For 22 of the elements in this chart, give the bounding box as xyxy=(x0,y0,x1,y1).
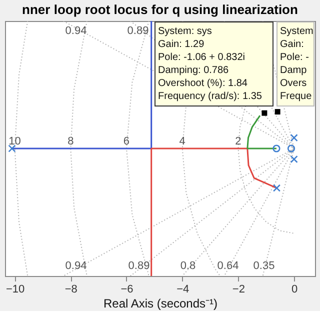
x-tick-label: −2 xyxy=(232,284,245,296)
annotation: 10 xyxy=(8,136,21,148)
annotation: 0.94 xyxy=(65,260,87,272)
annotation: 0.35 xyxy=(253,260,275,272)
annotation: 0.8 xyxy=(180,260,196,272)
annotation: System: sys Gain: 1.29 Pole: -1.06 + 0.832i Damping: 0.786 Overshoot (%): 1.84 Frequency (rad/s): 1.35 xyxy=(158,26,262,102)
annotation: 0.89 xyxy=(127,25,149,37)
annotation: 0.64 xyxy=(217,260,239,272)
x-tick-label: −6 xyxy=(120,284,134,296)
annotation: 8 xyxy=(68,136,74,148)
annotation: System Gain: Pole: - Damp Overs Freque xyxy=(280,26,314,102)
annotation: 0.94 xyxy=(65,25,87,37)
annotation: 2 xyxy=(235,136,242,148)
annotation: 0.89 xyxy=(128,260,150,272)
x-axis-title: Real Axis (seconds⁻¹) xyxy=(103,296,218,310)
annotation: 4 xyxy=(179,136,186,148)
x-tick-label: 0 xyxy=(291,284,298,296)
x-tick-label: −8 xyxy=(64,284,78,296)
annotation: 6 xyxy=(123,136,130,148)
x-tick-label: −10 xyxy=(6,284,25,296)
x-tick-label: −4 xyxy=(176,284,190,296)
chart-title: nner loop root locus for q using linearization xyxy=(22,2,298,17)
